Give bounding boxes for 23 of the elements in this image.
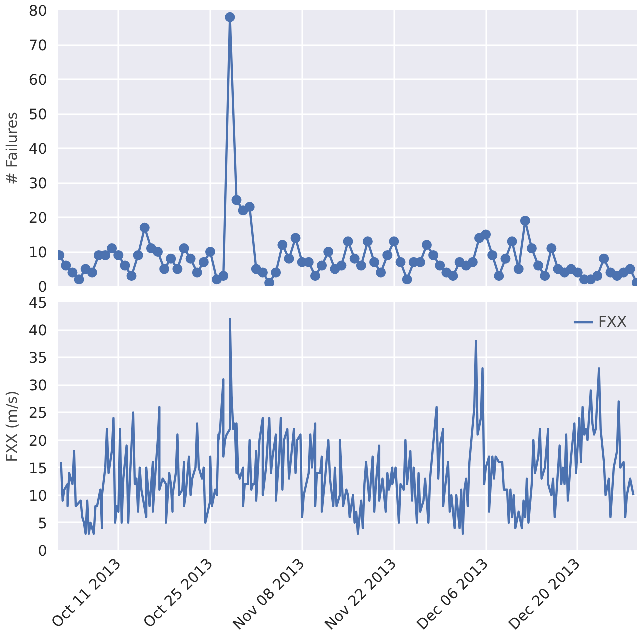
y-tick-label: 20 (28, 432, 48, 450)
y-axis-title: # Failures (4, 112, 21, 185)
y-tick-label: 25 (28, 405, 48, 422)
y-tick-label: 40 (28, 322, 48, 340)
y-tick-label: 80 (28, 3, 48, 20)
y-axis-title: FXX (m/s) (4, 390, 21, 462)
y-tick-label: 10 (28, 244, 48, 262)
line-series (60, 318, 635, 536)
y-tick-label: 10 (28, 488, 48, 505)
y-tick-label: 45 (28, 295, 48, 312)
y-tick-label: 30 (28, 176, 48, 192)
y-tick-label: 60 (28, 72, 48, 89)
y-tick-label: 5 (38, 515, 48, 532)
y-tick-label: 20 (28, 210, 48, 227)
y-tick-label: 40 (28, 141, 48, 158)
y-tick-label: 35 (28, 350, 48, 368)
y-tick-label: 50 (28, 106, 48, 124)
y-tick-label: 0 (38, 543, 48, 560)
y-tick-label: 0 (38, 279, 48, 296)
y-tick-label: 70 (28, 38, 48, 54)
y-tick-label: 15 (28, 460, 48, 478)
y-tick-label: 30 (28, 378, 48, 395)
legend-label: FXX (598, 314, 627, 330)
